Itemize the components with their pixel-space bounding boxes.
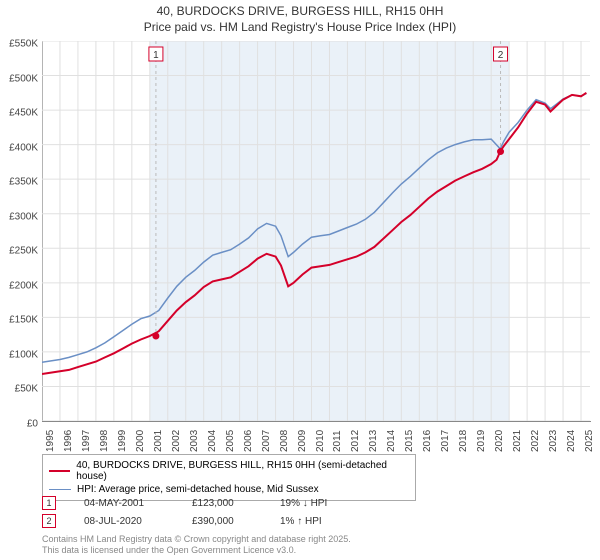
marker-date-1: 04-MAY-2001 [84,498,164,509]
x-tick-label: 2023 [548,430,559,452]
y-tick-label: £350K [9,177,38,188]
x-tick-label: 2013 [368,430,379,452]
marker-badge-1: 1 [42,496,56,510]
x-tick-label: 2004 [207,430,218,452]
marker-pct-2: 1% ↑ HPI [280,516,360,527]
legend-label-hpi: HPI: Average price, semi-detached house,… [77,484,319,495]
x-tick-label: 2019 [476,430,487,452]
x-tick-label: 2022 [530,430,541,452]
x-tick-label: 2012 [350,430,361,452]
y-tick-label: £400K [9,142,38,153]
title-line-2: Price paid vs. HM Land Registry's House … [0,20,600,36]
x-tick-label: 2000 [135,430,146,452]
x-tick-label: 2014 [386,430,397,452]
title-line-1: 40, BURDOCKS DRIVE, BURGESS HILL, RH15 0… [0,4,600,20]
x-tick-label: 1997 [81,430,92,452]
y-tick-label: £550K [9,39,38,50]
x-tick-label: 2005 [225,430,236,452]
x-tick-label: 1995 [45,430,56,452]
x-tick-label: 2020 [494,430,505,452]
chart-plot-area: 12 [42,41,590,421]
y-axis-labels: £0£50K£100K£150K£200K£250K£300K£350K£400… [0,44,40,424]
x-tick-label: 2007 [261,430,272,452]
marker-row-1: 1 04-MAY-2001 £123,000 19% ↓ HPI [42,496,360,510]
legend-swatch-hpi [49,489,71,490]
marker-row-2: 2 08-JUL-2020 £390,000 1% ↑ HPI [42,514,360,528]
svg-text:2: 2 [498,50,504,61]
x-tick-label: 1998 [99,430,110,452]
legend-item-price-paid: 40, BURDOCKS DRIVE, BURGESS HILL, RH15 0… [49,459,409,483]
x-tick-label: 2008 [279,430,290,452]
x-tick-label: 2011 [332,430,343,452]
x-tick-label: 2018 [458,430,469,452]
attribution-line-1: Contains HM Land Registry data © Crown c… [42,534,351,545]
y-tick-label: £500K [9,73,38,84]
x-tick-label: 1999 [117,430,128,452]
x-tick-label: 2009 [297,430,308,452]
legend-item-hpi: HPI: Average price, semi-detached house,… [49,483,409,496]
x-tick-label: 2006 [243,430,254,452]
marker-price-2: £390,000 [192,516,252,527]
x-tick-label: 2025 [584,430,595,452]
x-tick-label: 2016 [422,430,433,452]
x-tick-label: 2001 [153,430,164,452]
marker-table: 1 04-MAY-2001 £123,000 19% ↓ HPI 2 08-JU… [42,496,360,532]
svg-text:1: 1 [153,50,159,61]
y-tick-label: £200K [9,280,38,291]
x-tick-label: 2017 [440,430,451,452]
plot-svg: 12 [42,41,590,421]
x-tick-label: 2024 [566,430,577,452]
y-tick-label: £300K [9,211,38,222]
attribution-line-2: This data is licensed under the Open Gov… [42,545,351,556]
x-tick-label: 1996 [63,430,74,452]
marker-pct-1: 19% ↓ HPI [280,498,360,509]
marker-price-1: £123,000 [192,498,252,509]
y-tick-label: £100K [9,349,38,360]
y-tick-label: £50K [15,384,38,395]
x-tick-label: 2015 [404,430,415,452]
x-tick-label: 2021 [512,430,523,452]
y-tick-label: £150K [9,315,38,326]
chart-title: 40, BURDOCKS DRIVE, BURGESS HILL, RH15 0… [0,0,600,35]
x-tick-label: 2010 [315,430,326,452]
y-tick-label: £450K [9,108,38,119]
y-tick-label: £0 [27,419,38,430]
legend-swatch-price-paid [49,470,70,472]
x-tick-label: 2002 [171,430,182,452]
legend-label-price-paid: 40, BURDOCKS DRIVE, BURGESS HILL, RH15 0… [76,460,409,482]
x-tick-label: 2003 [189,430,200,452]
attribution: Contains HM Land Registry data © Crown c… [42,534,351,556]
legend: 40, BURDOCKS DRIVE, BURGESS HILL, RH15 0… [42,454,416,501]
y-tick-label: £250K [9,246,38,257]
marker-badge-2: 2 [42,514,56,528]
marker-date-2: 08-JUL-2020 [84,516,164,527]
